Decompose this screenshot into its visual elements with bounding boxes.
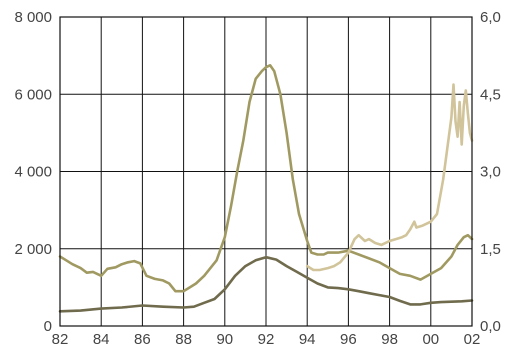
- x-tick-label: 90: [216, 331, 233, 348]
- y-right-tick-label: 4,5: [480, 86, 501, 103]
- x-tick-label: 00: [422, 331, 439, 348]
- series-line-2: [305, 83, 474, 272]
- y-left-tick-label: 4 000: [14, 164, 52, 181]
- x-tick-label: 84: [93, 331, 110, 348]
- y-left-tick-label: 8 000: [14, 9, 52, 26]
- y-right-tick-label: 3,0: [480, 164, 501, 181]
- series-line-3: [58, 255, 474, 313]
- y-right-tick-label: 1,5: [480, 241, 501, 258]
- y-right-tick-label: 0,0: [480, 318, 501, 335]
- y-axis-right-ticks: 0,0 1,5 3,0 4,5 6,0: [480, 9, 501, 335]
- y-right-tick-label: 6,0: [480, 9, 501, 26]
- y-left-tick-label: 2 000: [14, 241, 52, 258]
- y-left-tick-label: 0: [44, 318, 52, 335]
- plot-frame: [59, 16, 473, 327]
- gridlines: [60, 17, 472, 326]
- series-lines: [58, 64, 474, 313]
- x-tick-label: 86: [134, 331, 151, 348]
- x-tick-label: 82: [52, 331, 69, 348]
- x-tick-label: 94: [299, 331, 316, 348]
- x-tick-label: 02: [464, 331, 481, 348]
- x-tick-label: 98: [381, 331, 398, 348]
- y-axis-left-ticks: 0 2 000 4 000 6 000 8 000: [14, 9, 52, 335]
- x-axis-ticks: 82 84 86 88 90 92 94 96 98 00 02: [52, 331, 481, 348]
- y-left-tick-label: 6 000: [14, 86, 52, 103]
- x-tick-label: 92: [258, 331, 275, 348]
- x-tick-label: 88: [175, 331, 192, 348]
- x-tick-label: 96: [340, 331, 357, 348]
- series-line-1: [58, 64, 474, 293]
